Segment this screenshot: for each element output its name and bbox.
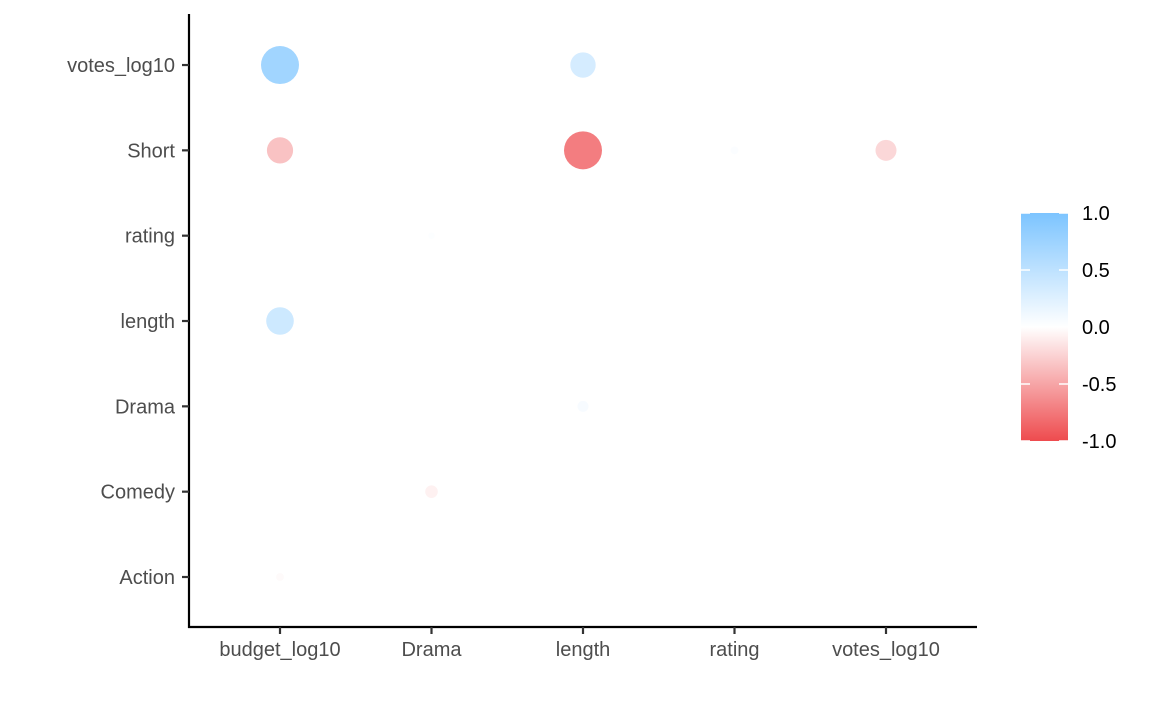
x-tick-label: votes_log10 — [832, 639, 940, 661]
colorbar-tick-label: 0.0 — [1082, 317, 1110, 339]
correlation-point — [564, 131, 602, 170]
correlation-point — [875, 139, 897, 161]
x-tick-label: budget_log10 — [219, 639, 340, 661]
colorbar-legend: 1.0 0.5 0.0 -0.5 -1.0 — [1021, 203, 1116, 453]
y-axis-ticks: Action Comedy Drama length rating Short votes_… — [67, 55, 189, 589]
points-layer — [261, 46, 897, 581]
correlation-point — [425, 485, 438, 498]
x-axis-ticks: budget_log10 Drama length rating votes_log10 — [219, 627, 940, 661]
correlation-point — [266, 307, 294, 335]
x-tick-label: rating — [709, 639, 759, 661]
colorbar-tick-label: -0.5 — [1082, 374, 1116, 396]
y-tick-label: Drama — [115, 396, 176, 418]
correlation-point — [266, 137, 294, 164]
x-tick-label: length — [556, 639, 611, 661]
correlation-point — [577, 400, 589, 412]
y-tick-label: Comedy — [101, 482, 175, 504]
y-tick-label: Action — [119, 567, 175, 589]
correlation-point — [730, 146, 739, 155]
correlation-point — [261, 46, 299, 85]
y-tick-label: rating — [125, 226, 175, 248]
colorbar-tick-label: 0.5 — [1082, 260, 1110, 282]
colorbar-tick-label: -1.0 — [1082, 431, 1116, 453]
y-tick-label: Short — [127, 140, 175, 162]
correlation-point — [428, 232, 435, 239]
y-tick-label: length — [121, 311, 176, 333]
colorbar-tick-label: 1.0 — [1082, 203, 1110, 225]
correlation-point — [276, 573, 284, 581]
correlation-point — [570, 52, 596, 78]
x-tick-label: Drama — [401, 639, 462, 661]
y-tick-label: votes_log10 — [67, 55, 175, 77]
axes — [187, 14, 977, 629]
